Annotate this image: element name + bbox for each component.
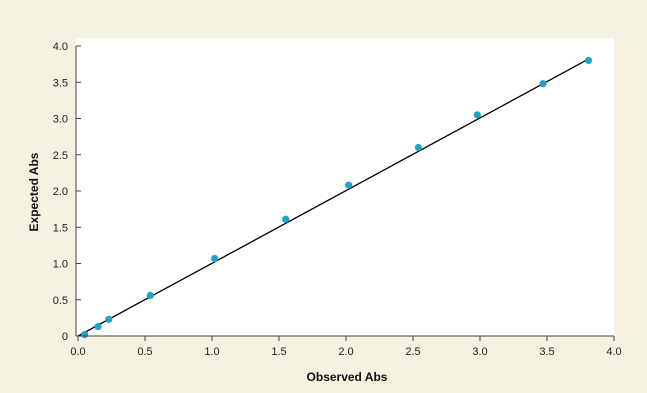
fit-line <box>77 57 591 337</box>
x-tick-label: 3.0 <box>472 346 487 358</box>
x-tick-label: 3.5 <box>539 346 554 358</box>
y-tick-label: 1.5 <box>53 222 68 234</box>
data-point <box>584 56 593 65</box>
data-point <box>105 315 113 323</box>
y-axis-title: Expected Abs <box>27 152 41 231</box>
x-tick-label: 2.0 <box>338 346 353 358</box>
x-tick-label: 4.0 <box>606 346 621 358</box>
data-point <box>414 143 422 152</box>
data-point <box>211 254 219 263</box>
y-tick-label: 1.0 <box>53 259 68 271</box>
plot-area <box>76 38 614 336</box>
data-point <box>94 322 102 331</box>
x-axis-title: Observed Abs <box>307 370 388 384</box>
points-layer <box>81 56 593 339</box>
y-tick-label: 2.5 <box>53 150 68 162</box>
line-layer <box>77 57 591 337</box>
ticks-layer: 0.0 0.5 1.0 1.5 2.0 2.5 3.0 3.5 4.0 0 0.5 1.0 1.5 2.0… <box>53 41 622 358</box>
y-tick-label: 0 <box>62 331 68 343</box>
data-point <box>473 111 481 119</box>
x-tick-label: 1.5 <box>271 346 286 358</box>
data-point <box>539 80 547 88</box>
data-point <box>345 181 353 189</box>
data-point <box>81 330 89 339</box>
x-tick-label: 1.0 <box>204 346 219 358</box>
data-point <box>146 291 154 299</box>
y-tick-label: 3.0 <box>53 114 68 126</box>
x-tick-label: 2.5 <box>405 346 420 358</box>
y-tick-label: 0.5 <box>53 295 68 307</box>
y-tick-label: 2.0 <box>53 186 68 198</box>
x-tick-label: 0.0 <box>70 346 85 358</box>
y-tick-label: 4.0 <box>53 41 68 53</box>
y-tick-label: 3.5 <box>53 77 68 89</box>
x-tick-label: 0.5 <box>137 346 152 358</box>
data-point <box>282 215 290 223</box>
